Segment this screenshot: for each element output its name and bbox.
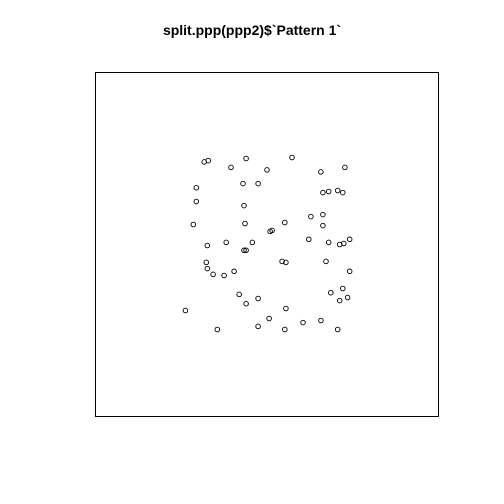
chart-title: split.ppp(ppp2)$`Pattern 1` (162, 22, 342, 38)
data-point-21 (242, 220, 248, 227)
data-point-43 (221, 272, 227, 279)
data-point-48 (255, 295, 261, 302)
data-point-55 (255, 323, 261, 330)
data-point-49 (243, 300, 249, 307)
data-point-29 (325, 239, 332, 246)
data-point-51 (336, 297, 343, 304)
data-point-10 (255, 180, 261, 187)
data-point-12 (320, 189, 326, 196)
data-point-36 (323, 258, 329, 265)
data-point-60 (334, 326, 341, 333)
data-point-5 (228, 164, 234, 171)
data-point-44 (346, 268, 353, 275)
points-layer (182, 154, 353, 333)
data-point-26 (223, 239, 229, 246)
data-point-18 (308, 213, 314, 220)
data-point-3 (243, 155, 249, 162)
data-point-20 (190, 221, 197, 228)
data-point-58 (214, 326, 221, 333)
data-point-11 (193, 184, 200, 191)
data-point-38 (283, 259, 289, 266)
data-point-57 (318, 317, 324, 324)
data-point-45 (340, 285, 346, 292)
data-point-54 (266, 315, 272, 322)
data-point-22 (282, 219, 288, 226)
data-point-32 (346, 236, 353, 243)
data-point-7 (318, 169, 324, 175)
data-point-8 (342, 164, 348, 171)
data-point-56 (300, 319, 306, 326)
data-point-33 (204, 242, 211, 249)
data-point-27 (249, 239, 256, 246)
data-point-4 (289, 154, 295, 161)
data-point-50 (344, 294, 351, 301)
data-point-9 (240, 180, 246, 187)
data-point-35 (243, 247, 249, 254)
data-point-37 (279, 258, 285, 265)
data-point-25 (269, 227, 275, 234)
plot-frame (95, 72, 439, 417)
data-point-40 (204, 265, 211, 272)
data-point-17 (241, 202, 247, 209)
data-point-14 (334, 187, 341, 194)
data-point-34 (241, 247, 247, 254)
data-point-2 (205, 157, 212, 164)
data-point-6 (264, 167, 270, 173)
data-point-53 (283, 305, 289, 312)
data-point-47 (236, 291, 242, 298)
data-point-39 (203, 259, 210, 266)
data-point-42 (210, 271, 216, 278)
data-point-31 (341, 240, 347, 247)
data-point-52 (182, 307, 189, 314)
data-point-19 (320, 211, 326, 218)
data-point-41 (231, 268, 237, 275)
data-point-28 (306, 236, 312, 243)
data-point-46 (328, 289, 334, 296)
data-point-23 (320, 222, 326, 229)
data-point-16 (193, 198, 200, 205)
data-point-13 (325, 188, 332, 195)
data-point-59 (282, 326, 288, 333)
data-point-15 (340, 189, 346, 196)
